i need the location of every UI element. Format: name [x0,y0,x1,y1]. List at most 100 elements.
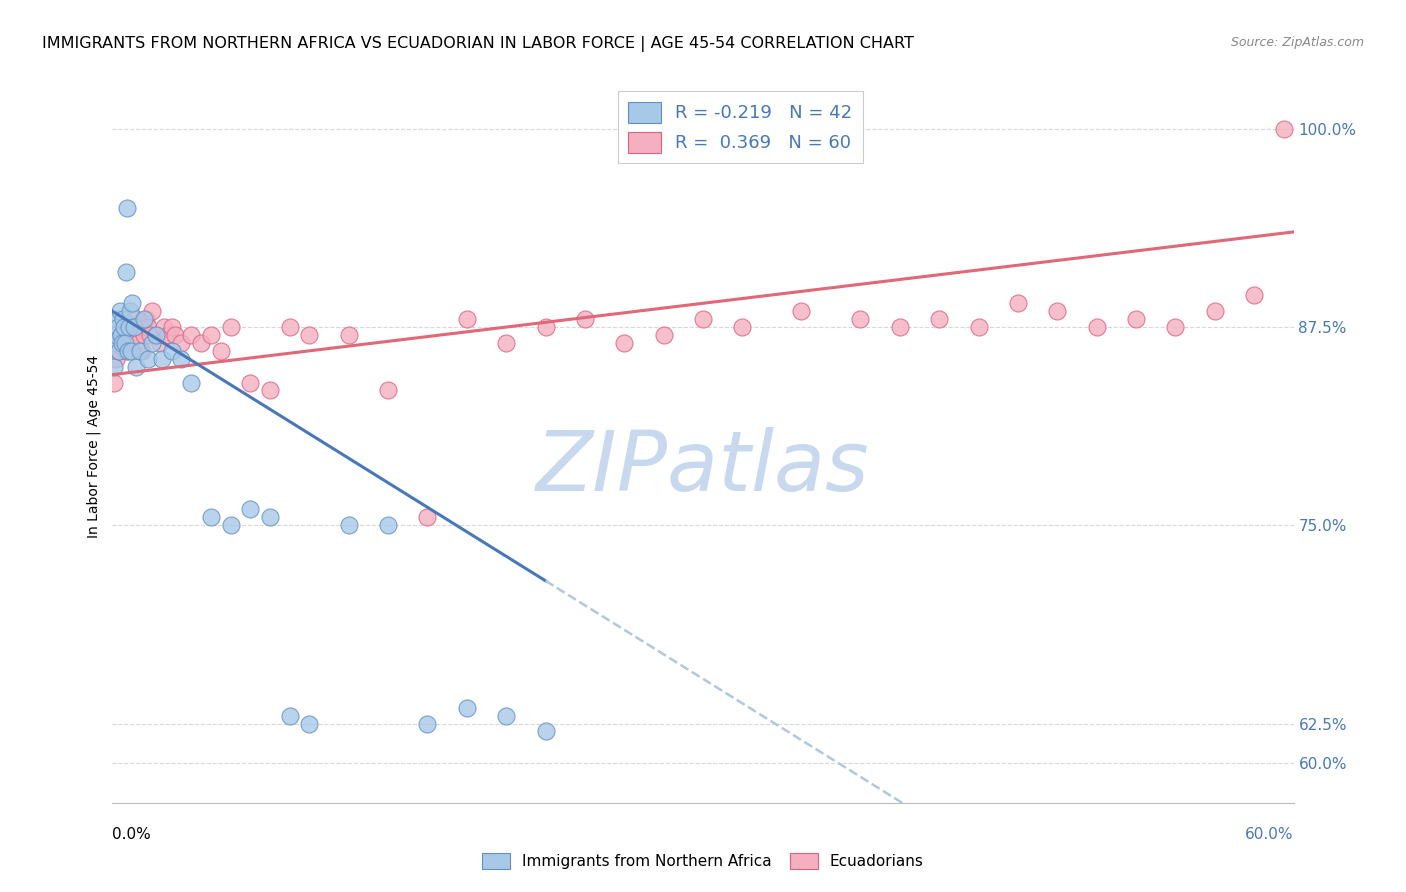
Point [209,343,232,358]
Point [377,384,399,398]
Text: Source: ZipAtlas.com: Source: ZipAtlas.com [1230,36,1364,49]
Point [156,328,179,343]
Point [190,335,212,350]
Point [125,359,148,374]
Point [170,335,193,350]
Point [103,359,125,374]
Point [132,328,155,343]
Point [1125,312,1147,326]
Point [200,510,222,524]
Point [298,328,321,343]
Point [110,304,132,318]
Point [111,335,134,350]
Point [1272,121,1295,136]
Point [103,376,125,390]
Point [141,304,163,318]
Point [180,376,202,390]
Point [114,335,136,350]
Point [125,312,148,326]
Point [129,343,152,358]
Point [416,716,439,731]
Point [219,518,242,533]
Text: ZIPatlas: ZIPatlas [536,427,870,508]
Point [104,335,127,350]
Point [1243,288,1265,302]
Point [259,384,281,398]
Point [337,328,360,343]
Point [1204,304,1226,318]
Point [180,328,202,343]
Point [928,312,950,326]
Point [141,335,163,350]
Point [849,312,872,326]
Point [139,328,162,343]
Point [170,351,193,366]
Point [145,328,167,343]
Point [127,335,149,350]
Legend: R = -0.219   N = 42, R =  0.369   N = 60: R = -0.219 N = 42, R = 0.369 N = 60 [617,91,863,163]
Point [1164,320,1187,334]
Point [136,320,159,334]
Text: 60.0%: 60.0% [1246,827,1294,841]
Point [456,700,478,714]
Point [118,320,141,334]
Text: 0.0%: 0.0% [112,827,152,841]
Point [1007,296,1029,310]
Point [456,312,478,326]
Point [731,320,754,334]
Point [613,335,636,350]
Point [115,343,138,358]
Point [574,312,596,326]
Point [115,264,138,278]
Point [692,312,714,326]
Point [120,304,142,318]
Point [115,201,138,215]
Point [160,320,183,334]
Point [1085,320,1108,334]
Point [160,343,183,358]
Point [337,518,360,533]
Point [107,312,129,326]
Point [136,351,159,366]
Point [112,320,135,334]
Legend: Immigrants from Northern Africa, Ecuadorians: Immigrants from Northern Africa, Ecuador… [477,847,929,875]
Point [239,502,262,516]
Point [129,320,152,334]
Text: IMMIGRANTS FROM NORTHERN AFRICA VS ECUADORIAN IN LABOR FORCE | AGE 45-54 CORRELA: IMMIGRANTS FROM NORTHERN AFRICA VS ECUAD… [42,36,914,52]
Point [150,351,173,366]
Point [107,343,129,358]
Point [1046,304,1069,318]
Point [790,304,813,318]
Point [121,328,143,343]
Point [145,328,167,343]
Point [120,343,142,358]
Point [120,335,142,350]
Point [165,328,187,343]
Point [117,320,139,334]
Point [278,320,301,334]
Point [259,510,281,524]
Point [112,320,135,334]
Point [110,328,132,343]
Point [149,335,172,350]
Point [278,708,301,723]
Point [377,518,399,533]
Point [495,335,517,350]
Point [135,312,157,326]
Y-axis label: In Labor Force | Age 45-54: In Labor Force | Age 45-54 [87,354,101,538]
Point [200,328,222,343]
Point [110,328,132,343]
Point [219,320,242,334]
Point [652,328,675,343]
Point [152,320,174,334]
Point [889,320,911,334]
Point [107,320,129,334]
Point [117,343,139,358]
Point [131,343,153,358]
Point [121,296,143,310]
Point [534,320,557,334]
Point [111,335,134,350]
Point [298,716,321,731]
Point [132,312,155,326]
Point [495,708,517,723]
